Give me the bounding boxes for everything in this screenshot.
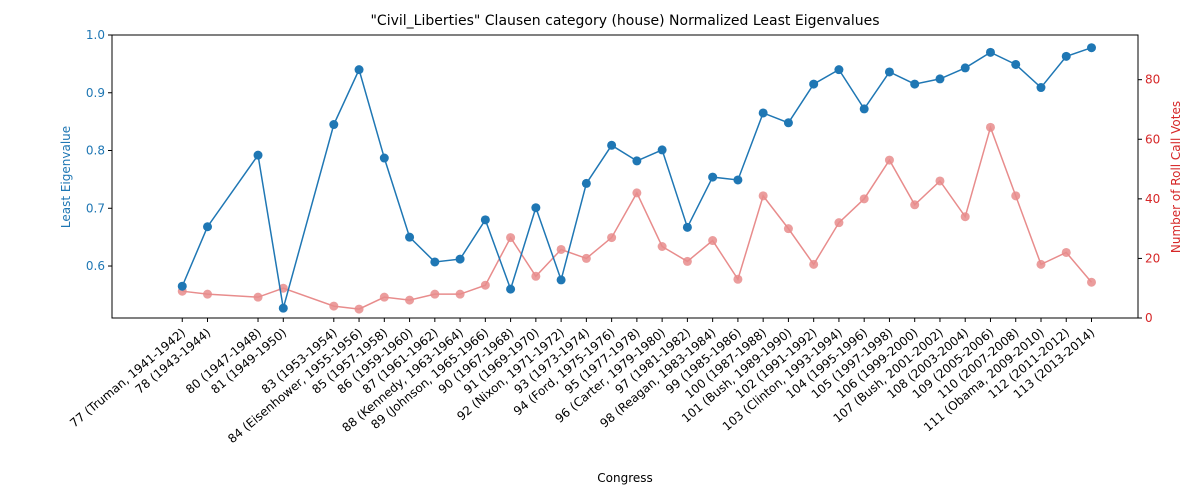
least-eigenvalue-point [329,120,339,130]
roll-call-votes-point [329,301,339,311]
least-eigenvalue-point [1087,43,1096,53]
roll-call-votes-point [1036,259,1046,269]
least-eigenvalue-point [177,281,187,291]
least-eigenvalue-point [253,150,263,160]
roll-call-votes-point [379,292,389,302]
roll-call-votes-point [531,271,541,281]
least-eigenvalue-point [935,74,945,84]
least-eigenvalue-point [758,108,768,118]
least-eigenvalue-point [430,257,440,267]
least-eigenvalue-point [1061,51,1071,61]
least-eigenvalue-point [354,65,364,75]
roll-call-votes-point [935,176,945,186]
roll-call-votes-point [809,259,819,269]
roll-call-votes-point [556,244,566,254]
least-eigenvalue-point [455,254,465,264]
least-eigenvalue-point [506,284,516,294]
roll-call-votes-point [708,236,718,246]
least-eigenvalue-point [531,203,541,213]
least-eigenvalue-point [682,222,692,232]
least-eigenvalue-point [203,222,213,232]
roll-call-votes-point [783,224,793,234]
roll-call-votes-point [455,289,465,299]
roll-call-votes-point [834,218,844,228]
roll-call-votes-point [758,191,768,201]
least-eigenvalue-point [556,275,566,285]
chart-title: "Civil_Liberties" Clausen category (hous… [370,13,879,29]
roll-call-votes-point [203,289,213,299]
right-y-tick-label: 80 [1145,73,1160,87]
x-axis-label: Congress [597,471,653,485]
least-eigenvalue-series [177,43,1096,313]
least-eigenvalue-point [859,104,869,114]
roll-call-votes-point [1087,277,1096,287]
roll-call-votes-point [632,188,642,198]
roll-call-votes-point [480,280,490,290]
roll-call-votes-point [430,289,440,299]
least-eigenvalue-point [1036,83,1046,93]
least-eigenvalue-point [733,175,743,185]
left-y-tick-label: 0.8 [86,144,105,158]
roll-call-votes-series [177,122,1096,314]
left-y-axis: 0.6 0.7 0.8 0.9 1.0 [86,28,112,273]
roll-call-votes-point [884,155,894,165]
left-y-tick-label: 1.0 [86,28,105,42]
left-y-axis-label: Least Eigenvalue [59,126,73,228]
least-eigenvalue-point [884,67,894,77]
roll-call-votes-point [506,233,516,243]
least-eigenvalue-point [278,303,288,313]
right-y-tick-label: 20 [1145,251,1160,265]
least-eigenvalue-point [708,172,718,182]
roll-call-votes-point [733,274,743,284]
least-eigenvalue-point [632,156,642,166]
roll-call-votes-point [910,200,920,210]
roll-call-votes-point [682,256,692,266]
least-eigenvalue-point [405,232,415,242]
least-eigenvalue-point [657,145,667,155]
roll-call-votes-point [985,122,995,132]
right-y-tick-label: 60 [1145,132,1160,146]
roll-call-votes-point [859,194,869,204]
least-eigenvalue-point [607,140,617,150]
left-y-tick-label: 0.7 [86,201,105,215]
least-eigenvalue-point [783,118,793,128]
least-eigenvalue-point [985,47,995,57]
least-eigenvalue-point [910,79,920,89]
right-y-axis: 0 20 40 60 80 [1138,73,1160,325]
right-y-tick-label: 40 [1145,192,1160,206]
roll-call-votes-point [581,253,591,263]
roll-call-votes-point [657,242,667,252]
roll-call-votes-point [253,292,263,302]
roll-call-votes-point [1061,247,1071,257]
least-eigenvalue-point [379,153,389,163]
roll-call-votes-point [405,295,415,305]
plot-frame [111,34,1139,319]
roll-call-votes-point [607,233,617,243]
least-eigenvalue-point [809,79,819,89]
roll-call-votes-point [960,212,970,222]
roll-call-votes-point [1011,191,1021,201]
right-y-tick-label: 0 [1145,311,1153,325]
least-eigenvalue-point [834,65,844,75]
least-eigenvalue-point [480,215,490,225]
right-y-axis-label: Number of Roll Call Votes [1169,101,1183,253]
left-y-tick-label: 0.9 [86,86,105,100]
roll-call-votes-point [354,304,364,314]
least-eigenvalue-point [1011,59,1021,69]
least-eigenvalue-point [960,63,970,73]
left-y-tick-label: 0.6 [86,259,105,273]
least-eigenvalue-point [581,178,591,188]
